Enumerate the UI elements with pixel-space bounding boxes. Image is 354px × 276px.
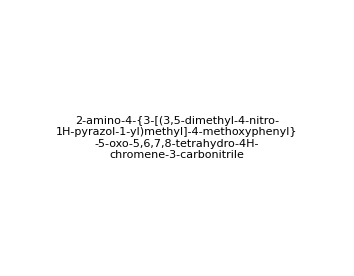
Text: 2-amino-4-{3-[(3,5-dimethyl-4-nitro-
1H-pyrazol-1-yl)methyl]-4-methoxyphenyl}
-5: 2-amino-4-{3-[(3,5-dimethyl-4-nitro- 1H-… (56, 116, 298, 160)
